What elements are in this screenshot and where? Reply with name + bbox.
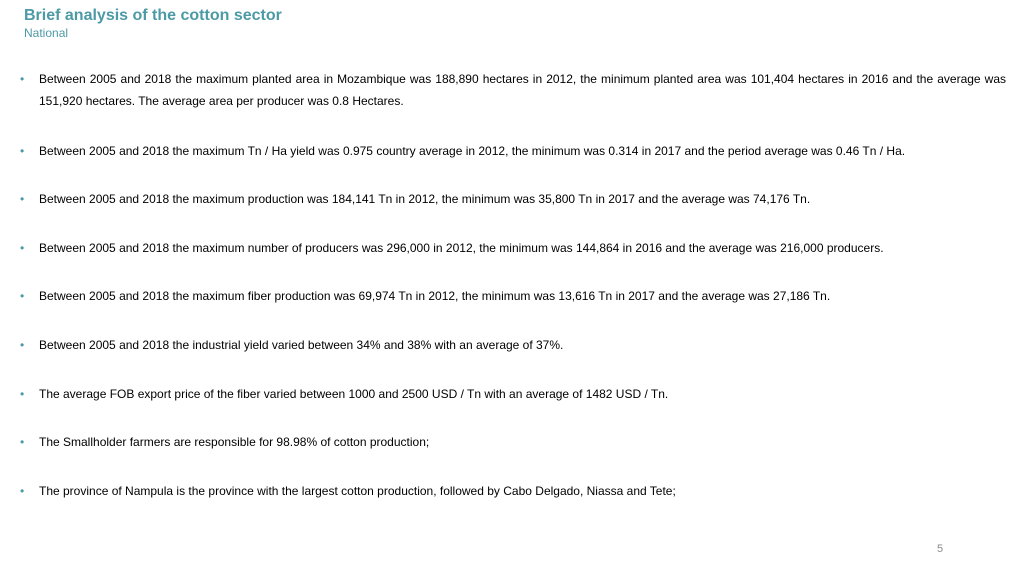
bullet-text: The Smallholder farmers are responsible …: [39, 435, 430, 449]
bullet-item-industrial-yield: • Between 2005 and 2018 the industrial y…: [20, 334, 1006, 356]
bullet-icon: •: [20, 338, 25, 352]
bullet-icon: •: [20, 387, 25, 401]
bullet-text: Between 2005 and 2018 the maximum plante…: [39, 72, 1006, 108]
bullet-item-production: • Between 2005 and 2018 the maximum prod…: [20, 188, 1006, 210]
bullet-item-yield: • Between 2005 and 2018 the maximum Tn /…: [20, 140, 1006, 162]
bullet-item-provinces: • The province of Nampula is the provinc…: [20, 480, 1006, 502]
bullet-text: Between 2005 and 2018 the maximum Tn / H…: [39, 144, 906, 158]
bullet-icon: •: [20, 289, 25, 303]
bullet-icon: •: [20, 72, 25, 86]
bullet-icon: •: [20, 241, 25, 255]
bullet-item-fob-price: • The average FOB export price of the fi…: [20, 383, 1006, 405]
bullet-item-fiber-production: • Between 2005 and 2018 the maximum fibe…: [20, 285, 1006, 307]
bullet-item-planted-area: • Between 2005 and 2018 the maximum plan…: [20, 68, 1006, 112]
bullet-item-producers: • Between 2005 and 2018 the maximum numb…: [20, 237, 1006, 259]
bullet-text: Between 2005 and 2018 the industrial yie…: [39, 338, 564, 352]
bullet-text: Between 2005 and 2018 the maximum fiber …: [39, 289, 831, 303]
bullet-text: The province of Nampula is the province …: [39, 484, 676, 498]
bullet-item-smallholders: • The Smallholder farmers are responsibl…: [20, 431, 1006, 453]
slide-title: Brief analysis of the cotton sector: [24, 7, 282, 24]
bullet-text: Between 2005 and 2018 the maximum produc…: [39, 192, 811, 206]
bullet-icon: •: [20, 484, 25, 498]
bullet-text: The average FOB export price of the fibe…: [39, 387, 669, 401]
bullet-icon: •: [20, 144, 25, 158]
bullet-text: Between 2005 and 2018 the maximum number…: [39, 241, 884, 255]
page-number: 5: [937, 543, 944, 555]
bullet-icon: •: [20, 435, 25, 449]
slide-subtitle: National: [24, 26, 69, 40]
bullet-icon: •: [20, 192, 25, 206]
